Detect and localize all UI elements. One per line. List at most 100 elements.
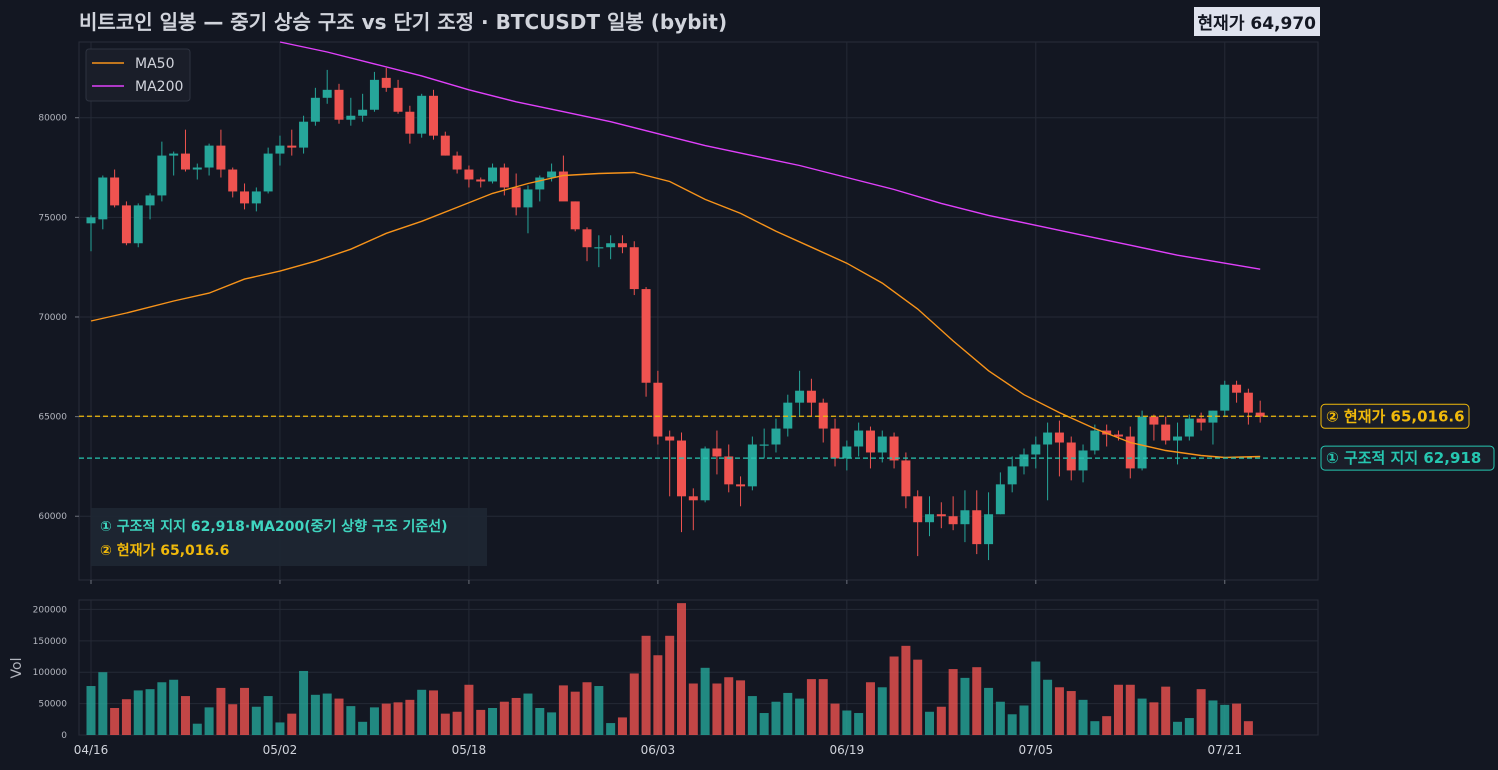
- volume-bar: [960, 677, 970, 735]
- candle-body: [1125, 436, 1135, 469]
- volume-bar: [110, 708, 120, 735]
- candle: [417, 93, 427, 138]
- candle: [665, 430, 675, 497]
- volume-bar: [1043, 679, 1053, 735]
- x-tick-label: 05/18: [452, 743, 487, 757]
- candle-body: [818, 402, 828, 429]
- volume-bar: [263, 696, 273, 735]
- candle: [192, 163, 202, 180]
- legend-ma200-label: MA200: [135, 79, 183, 95]
- volume-bar: [1184, 718, 1194, 735]
- volume-bar: [1007, 714, 1017, 735]
- candle-body: [499, 167, 509, 188]
- candle-body: [535, 177, 545, 190]
- level-label-text: ① 구조적 지지 62,918: [1326, 449, 1481, 467]
- volume-bar: [169, 679, 179, 735]
- candle-body: [405, 111, 415, 134]
- candle: [771, 418, 781, 453]
- candle: [322, 69, 332, 104]
- candle: [1007, 456, 1017, 493]
- volume-bar: [783, 692, 793, 735]
- candle-body: [145, 195, 155, 206]
- candle: [1043, 422, 1053, 501]
- volume-bar: [1054, 687, 1064, 735]
- candle: [1078, 444, 1088, 483]
- volume-tick-label: 150000: [33, 637, 68, 647]
- candle-body: [547, 171, 557, 178]
- candle-body: [700, 448, 710, 501]
- candle: [1161, 416, 1171, 445]
- x-tick-label: 07/21: [1207, 743, 1242, 757]
- candle: [594, 235, 604, 268]
- volume-bar: [476, 709, 486, 735]
- candle-body: [641, 289, 651, 383]
- chart-title: 비트코인 일봉 — 중기 상승 구조 vs 단기 조정 · BTCUSDT 일봉…: [79, 10, 728, 34]
- volume-bar: [594, 686, 604, 735]
- volume-bar: [688, 683, 698, 735]
- candle-body: [1161, 424, 1171, 441]
- candle-body: [842, 446, 852, 459]
- candle: [1196, 412, 1206, 431]
- volume-tick-label: 0: [61, 731, 67, 741]
- volume-bar: [913, 659, 923, 735]
- candle: [263, 147, 273, 194]
- candle-body: [594, 247, 604, 249]
- candle: [854, 422, 864, 457]
- volume-tick-label: 50000: [38, 700, 67, 710]
- volume-bar: [972, 667, 982, 735]
- candle: [334, 83, 344, 124]
- candle-body: [86, 217, 96, 224]
- candle-body: [606, 243, 616, 248]
- level-label: ② 현재가 65,016.6: [1320, 403, 1470, 429]
- candle: [228, 167, 238, 198]
- candle: [901, 452, 911, 509]
- x-tick-label: 07/05: [1019, 743, 1054, 757]
- candle: [995, 472, 1005, 515]
- level-label: ① 구조적 지지 62,918: [1320, 445, 1495, 471]
- volume-bar: [582, 682, 592, 735]
- candle-body: [1066, 442, 1076, 471]
- candle: [617, 235, 627, 254]
- candle: [488, 163, 498, 184]
- candle-body: [806, 390, 816, 403]
- x-ticks: 04/16 05/02 05/18 06/03 06/19 07/05 07/21: [74, 580, 1242, 757]
- volume-bar: [877, 687, 887, 735]
- volume-bar: [747, 696, 757, 735]
- notes-box: ① 구조적 지지 62,918·MA200(중기 상향 구조 기준선) ② 현재…: [91, 508, 487, 566]
- candle-body: [665, 436, 675, 441]
- volume-bar: [1090, 721, 1100, 735]
- candle: [582, 227, 592, 262]
- candle-body: [381, 77, 391, 88]
- volume-bar: [1196, 689, 1206, 735]
- volume-bar: [523, 693, 533, 735]
- candle-body: [771, 428, 781, 445]
- candle-body: [393, 87, 403, 112]
- candle: [405, 105, 415, 144]
- volume-bar: [1149, 702, 1159, 735]
- level-label-box: [1320, 445, 1495, 471]
- candle-body: [712, 448, 722, 457]
- volume-bar: [984, 687, 994, 735]
- candle-body: [287, 145, 297, 148]
- ma200-line: [279, 41, 1261, 270]
- candle-body: [736, 484, 746, 487]
- candle: [1220, 380, 1230, 417]
- x-tick-label: 05/02: [263, 743, 298, 757]
- candle-body: [653, 382, 663, 437]
- candle-body: [263, 153, 273, 192]
- volume-bar: [806, 679, 816, 735]
- volume-bar: [133, 690, 143, 735]
- volume-bar: [369, 707, 379, 735]
- candle: [358, 93, 368, 122]
- volume-bar: [417, 689, 427, 735]
- volume-bar: [1137, 698, 1147, 735]
- candle-body: [251, 191, 261, 204]
- price-grid: [79, 42, 1318, 580]
- volume-bar: [771, 701, 781, 735]
- candle-body: [157, 155, 167, 196]
- level-label-text: ② 현재가 65,016.6: [1326, 407, 1465, 425]
- candle-body: [1019, 454, 1029, 467]
- volume-bar: [759, 713, 769, 735]
- candle-body: [582, 229, 592, 248]
